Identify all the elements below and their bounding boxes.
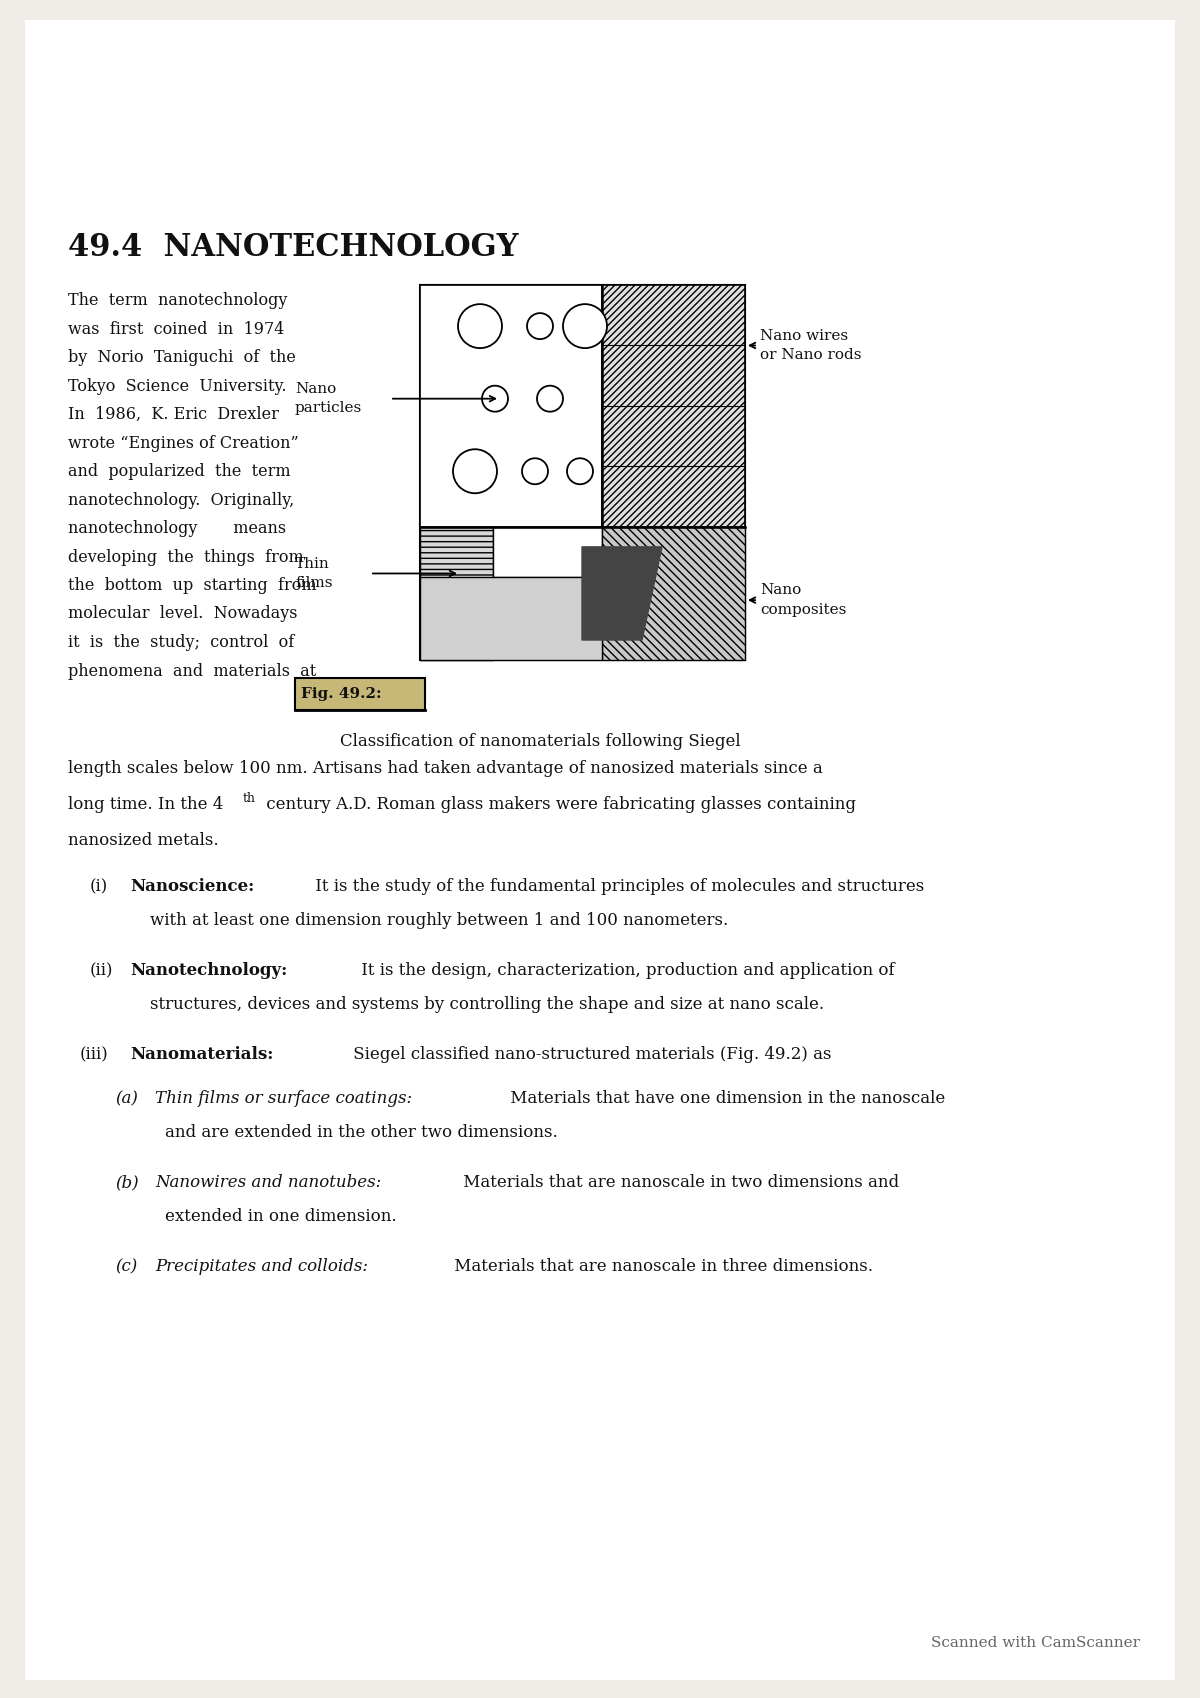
Text: It is the design, characterization, production and application of: It is the design, characterization, prod… [356, 963, 895, 980]
Text: th: th [242, 791, 256, 805]
Circle shape [482, 385, 508, 411]
Text: (i): (i) [90, 878, 108, 895]
Text: Scanned with CamScanner: Scanned with CamScanner [931, 1635, 1140, 1650]
Text: Siegel classified nano-structured materials (Fig. 49.2) as: Siegel classified nano-structured materi… [348, 1046, 832, 1063]
Bar [295, 678, 425, 710]
Circle shape [522, 458, 548, 484]
Text: Thin
films: Thin films [295, 557, 332, 591]
Text: and are extended in the other two dimensions.: and are extended in the other two dimens… [166, 1124, 558, 1141]
Text: (c): (c) [115, 1258, 137, 1275]
Text: Nano wires
or Nano rods: Nano wires or Nano rods [760, 329, 862, 362]
Text: wrote “Engines of Creation”: wrote “Engines of Creation” [68, 435, 299, 452]
Text: Materials that are nanoscale in three dimensions.: Materials that are nanoscale in three di… [449, 1258, 874, 1275]
Text: Materials that have one dimension in the nanoscale: Materials that have one dimension in the… [505, 1090, 946, 1107]
Text: (b): (b) [115, 1173, 139, 1190]
Bar [420, 285, 602, 526]
Text: The  term  nanotechnology: The term nanotechnology [68, 292, 287, 309]
Text: phenomena  and  materials  at: phenomena and materials at [68, 662, 317, 679]
Text: Thin films or surface coatings:: Thin films or surface coatings: [155, 1090, 412, 1107]
Bar [420, 285, 745, 661]
Text: Tokyo  Science  University.: Tokyo Science University. [68, 377, 287, 394]
Text: It is the study of the fundamental principles of molecules and structures: It is the study of the fundamental princ… [310, 878, 924, 895]
Bar [420, 577, 602, 661]
Circle shape [454, 450, 497, 492]
Text: Classification of nanomaterials following Siegel: Classification of nanomaterials followin… [340, 734, 740, 751]
Circle shape [527, 312, 553, 340]
Circle shape [538, 385, 563, 411]
Text: the  bottom  up  starting  from: the bottom up starting from [68, 577, 317, 594]
Text: structures, devices and systems by controlling the shape and size at nano scale.: structures, devices and systems by contr… [150, 997, 824, 1014]
Text: In  1986,  K. Eric  Drexler: In 1986, K. Eric Drexler [68, 406, 278, 423]
Text: Nano
composites: Nano composites [760, 584, 846, 616]
Text: and  popularized  the  term: and popularized the term [68, 464, 290, 481]
Text: (iii): (iii) [80, 1046, 109, 1063]
Text: nanotechnology.  Originally,: nanotechnology. Originally, [68, 491, 294, 508]
Text: length scales below 100 nm. Artisans had taken advantage of nanosized materials : length scales below 100 nm. Artisans had… [68, 761, 823, 778]
Bar [602, 526, 745, 661]
Text: (a): (a) [115, 1090, 138, 1107]
Text: was  first  coined  in  1974: was first coined in 1974 [68, 321, 284, 338]
Text: nanosized metals.: nanosized metals. [68, 832, 218, 849]
Text: long time. In the 4: long time. In the 4 [68, 796, 223, 813]
Bar [602, 285, 745, 526]
Text: Precipitates and colloids:: Precipitates and colloids: [155, 1258, 368, 1275]
Text: Materials that are nanoscale in two dimensions and: Materials that are nanoscale in two dime… [458, 1173, 899, 1190]
Text: Fig. 49.2:: Fig. 49.2: [301, 688, 382, 701]
Text: with at least one dimension roughly between 1 and 100 nanometers.: with at least one dimension roughly betw… [150, 912, 728, 929]
Text: Nanoscience:: Nanoscience: [130, 878, 254, 895]
Circle shape [568, 458, 593, 484]
Text: extended in one dimension.: extended in one dimension. [166, 1207, 397, 1224]
Polygon shape [582, 547, 662, 640]
Text: century A.D. Roman glass makers were fabricating glasses containing: century A.D. Roman glass makers were fab… [262, 796, 856, 813]
Text: developing  the  things  from: developing the things from [68, 548, 304, 565]
Text: by  Norio  Taniguchi  of  the: by Norio Taniguchi of the [68, 350, 296, 367]
Text: 49.4  NANOTECHNOLOGY: 49.4 NANOTECHNOLOGY [68, 233, 518, 263]
Text: Nanomaterials:: Nanomaterials: [130, 1046, 274, 1063]
Text: Nano
particles: Nano particles [295, 382, 362, 416]
Text: (ii): (ii) [90, 963, 114, 980]
Text: Nanotechnology:: Nanotechnology: [130, 963, 287, 980]
Text: nanotechnology       means: nanotechnology means [68, 520, 286, 537]
Bar [420, 526, 493, 661]
Circle shape [563, 304, 607, 348]
Text: molecular  level.  Nowadays: molecular level. Nowadays [68, 606, 298, 623]
Bar [493, 526, 602, 577]
Text: it  is  the  study;  control  of: it is the study; control of [68, 633, 294, 650]
Circle shape [458, 304, 502, 348]
Text: Nanowires and nanotubes:: Nanowires and nanotubes: [155, 1173, 382, 1190]
